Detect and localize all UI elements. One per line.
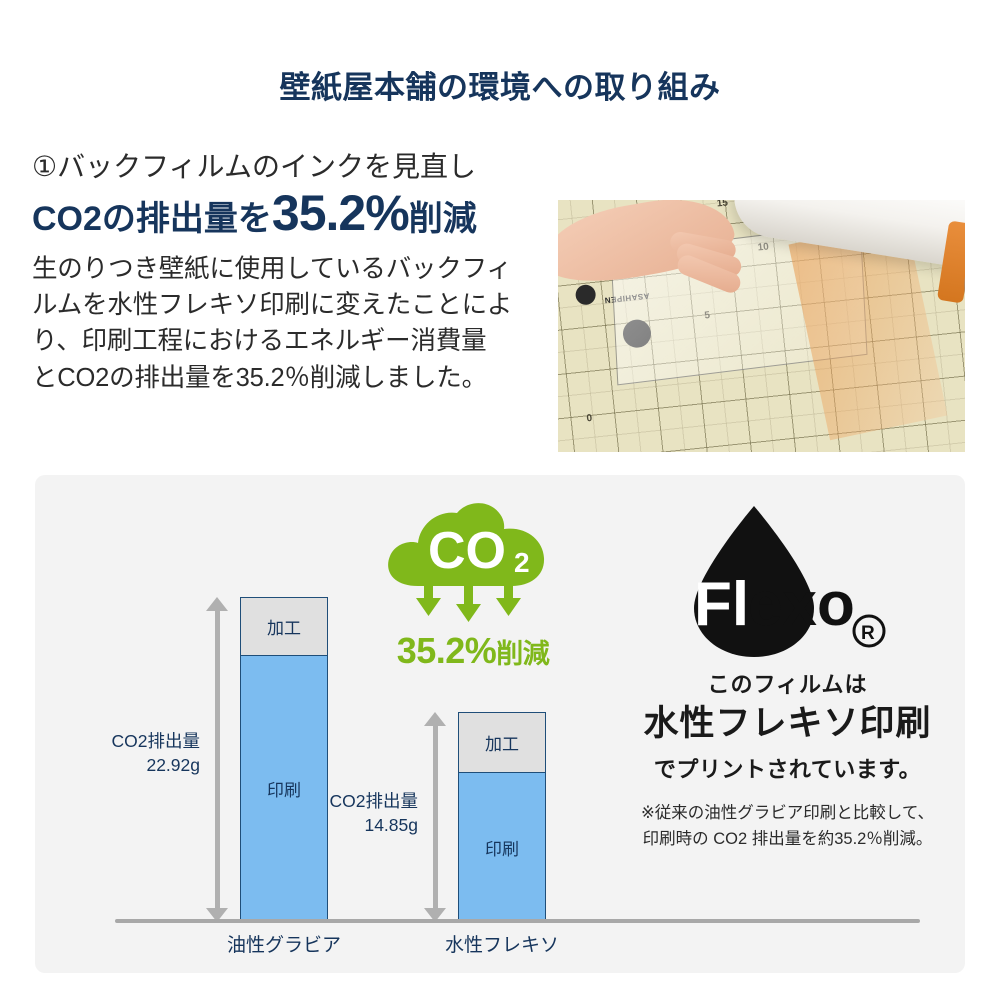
intro-body-line: とCO2の排出量を35.2％削減しました。 xyxy=(32,363,487,392)
bar-water-flexo: 加工 印刷 xyxy=(458,712,546,922)
svg-text:Fl: Fl xyxy=(694,570,749,639)
flexo-footnote-line: ※従来の油性グラビア印刷と比較して、 xyxy=(640,803,934,822)
arrow-head-up-icon xyxy=(424,712,446,726)
flexo-info-block: Fl exo R このフィルムは 水性フレキソ印刷 でプリントされています。 ※… xyxy=(615,500,960,852)
co2-reduction-value: 35.2% xyxy=(396,630,497,671)
svg-text:CO: CO xyxy=(428,522,506,580)
intro-body-line: り、印刷工程におけるエネルギー消費量 xyxy=(32,327,487,356)
arrow-shaft xyxy=(433,722,438,912)
intro-kicker: ①バックフィルムのインクを見直し xyxy=(32,151,476,182)
wallpaper-roll-photo: ASAHIPEN 0 5 10 15 xyxy=(558,200,965,452)
flexo-droplet-logo: Fl exo R xyxy=(615,500,960,665)
flexo-line-1: このフィルムは xyxy=(707,672,868,697)
photo-tick-15: 15 xyxy=(716,200,729,210)
category-label-oil-gravure: 油性グラビア xyxy=(226,935,341,956)
svg-text:R: R xyxy=(861,623,875,644)
arrow-shaft xyxy=(215,607,220,912)
co2-reduction-text: 35.2%削減 xyxy=(378,630,568,672)
arrow-head-up-icon xyxy=(206,597,228,611)
intro-headline-suffix: 削減 xyxy=(408,199,477,238)
bar-segment-process: 加工 xyxy=(241,598,327,656)
flexo-footnote: ※従来の油性グラビア印刷と比較して、 印刷時の CO2 排出量を約35.2％削減… xyxy=(615,800,960,853)
intro-headline-prefix: CO2の排出量を xyxy=(32,199,272,238)
intro-headline-number: 35.2% xyxy=(271,184,410,241)
measure-arrow-oil-gravure xyxy=(206,597,228,922)
intro-column: ①バックフィルムのインクを見直し CO2の排出量を 35.2% 削減 生のりつき… xyxy=(32,151,542,396)
intro-body-line: 生のりつき壁紙に使用しているバックフィ xyxy=(32,254,512,283)
co2-cloud-icon: CO 2 xyxy=(378,498,568,624)
photo-tick-0: 0 xyxy=(586,412,593,425)
arrow-head-down-icon xyxy=(424,908,446,922)
flexo-footnote-line: 印刷時の CO2 排出量を約35.2％削減。 xyxy=(642,829,933,848)
flexo-line-2: 水性フレキソ印刷 xyxy=(643,704,932,743)
flexo-line-3: でプリントされています。 xyxy=(653,756,922,782)
category-label-water-flexo: 水性フレキソ xyxy=(444,935,559,956)
intro-headline: CO2の排出量を 35.2% 削減 xyxy=(32,184,542,241)
measure-arrow-water-flexo xyxy=(424,712,446,922)
page-title: 壁紙屋本舗の環境への取り組み xyxy=(279,70,721,105)
measure-label-value: 14.85g xyxy=(364,814,418,835)
arrow-head-down-icon xyxy=(206,908,228,922)
bar-segment-print: 印刷 xyxy=(459,773,545,921)
intro-body-line: ルムを水性フレキソ印刷に変えたことによ xyxy=(32,291,513,320)
co2-bar-chart: 加工 印刷 CO2排出量 22.92g 加工 印刷 CO2排出量 14.85g … xyxy=(35,475,595,973)
measure-label-oil-gravure: CO2排出量 22.92g xyxy=(80,730,200,777)
co2-reduction-block: CO 2 35.2%削減 xyxy=(378,498,578,672)
bar-segment-process: 加工 xyxy=(459,713,545,773)
svg-text:2: 2 xyxy=(514,547,530,578)
svg-text:exo: exo xyxy=(748,570,855,639)
measure-label-title: CO2排出量 xyxy=(111,731,200,751)
comparison-panel: 加工 印刷 CO2排出量 22.92g 加工 印刷 CO2排出量 14.85g … xyxy=(35,475,965,973)
bar-oil-gravure: 加工 印刷 xyxy=(240,597,328,922)
measure-label-title: CO2排出量 xyxy=(329,791,418,811)
chart-baseline-axis xyxy=(115,919,920,923)
measure-label-water-flexo: CO2排出量 14.85g xyxy=(298,790,418,837)
measure-label-value: 22.92g xyxy=(146,754,200,775)
intro-body: 生のりつき壁紙に使用しているバックフィ ルムを水性フレキソ印刷に変えたことによ … xyxy=(32,251,542,396)
bar-segment-print: 印刷 xyxy=(241,656,327,921)
co2-reduction-word: 削減 xyxy=(496,639,550,669)
